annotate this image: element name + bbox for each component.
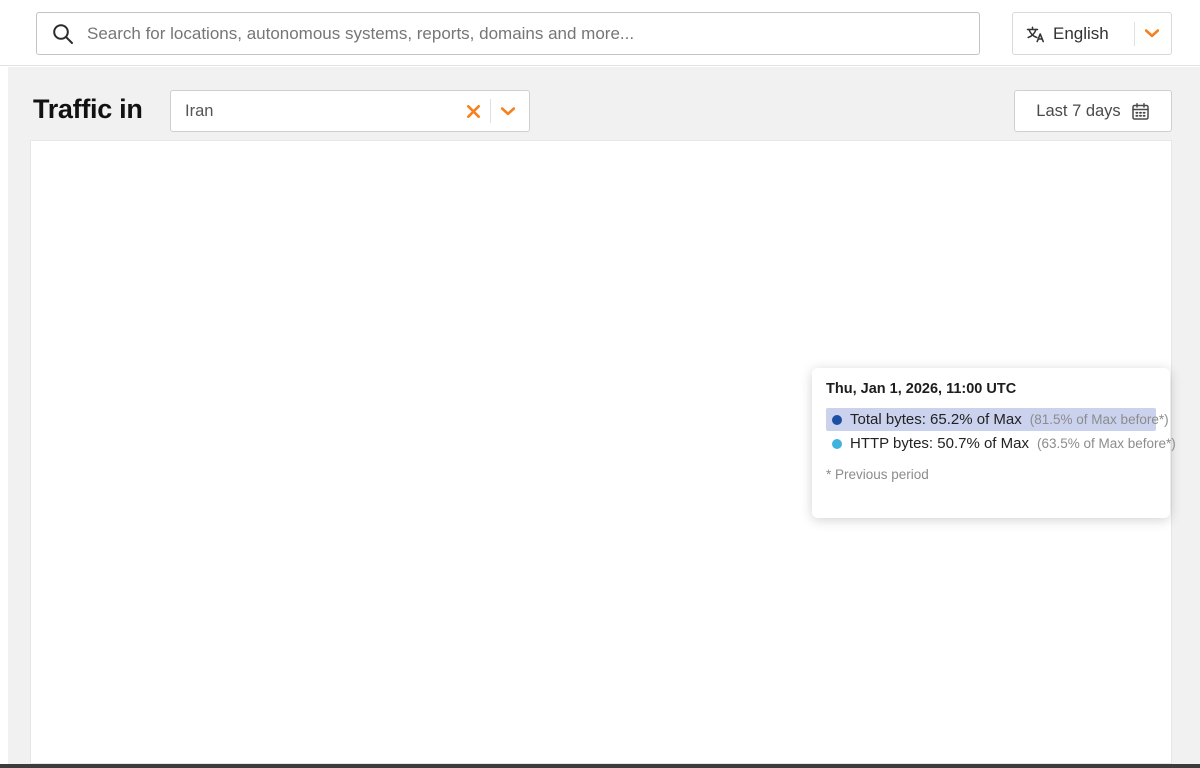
search-input[interactable]: Search for locations, autonomous systems… — [36, 12, 980, 55]
chevron-down-icon[interactable] — [501, 106, 515, 116]
tooltip-row-total-bytes: Total bytes: 65.2% of Max (81.5% of Max … — [826, 408, 1169, 431]
divider — [1134, 21, 1135, 46]
date-range-value: Last 7 days — [1036, 101, 1121, 120]
chevron-down-icon[interactable] — [1145, 29, 1159, 38]
tooltip-footnote: * Previous period — [826, 467, 929, 482]
tooltip-row-http-bytes: HTTP bytes: 50.7% of Max (63.5% of Max b… — [826, 432, 1176, 455]
total-bytes-dot — [832, 414, 842, 425]
date-range-button[interactable]: Last 7 days — [1014, 90, 1172, 132]
search-icon — [53, 23, 73, 44]
search-placeholder: Search for locations, autonomous systems… — [87, 23, 635, 43]
tooltip-timestamp: Thu, Jan 1, 2026, 11:00 UTC — [826, 381, 1017, 397]
location-value: Iran — [185, 101, 214, 120]
top-header: Search for locations, autonomous systems… — [0, 0, 1200, 66]
page-title: Traffic in — [33, 94, 143, 124]
viewport-bottom-edge — [0, 764, 1200, 768]
language-label: English — [1053, 23, 1109, 43]
clear-icon[interactable] — [467, 104, 480, 118]
location-select[interactable]: Iran — [170, 90, 530, 132]
language-selector[interactable]: English — [1012, 12, 1172, 55]
tooltip-previous-value: (63.5% of Max before*) — [1036, 436, 1176, 451]
calendar-icon — [1131, 102, 1149, 120]
tooltip-previous-value: (81.5% of Max before*) — [1029, 412, 1169, 427]
divider — [490, 99, 491, 123]
translate-icon — [1026, 25, 1044, 42]
http-bytes-dot — [832, 438, 842, 449]
chart-tooltip: Thu, Jan 1, 2026, 11:00 UTC Total bytes:… — [812, 368, 1176, 518]
